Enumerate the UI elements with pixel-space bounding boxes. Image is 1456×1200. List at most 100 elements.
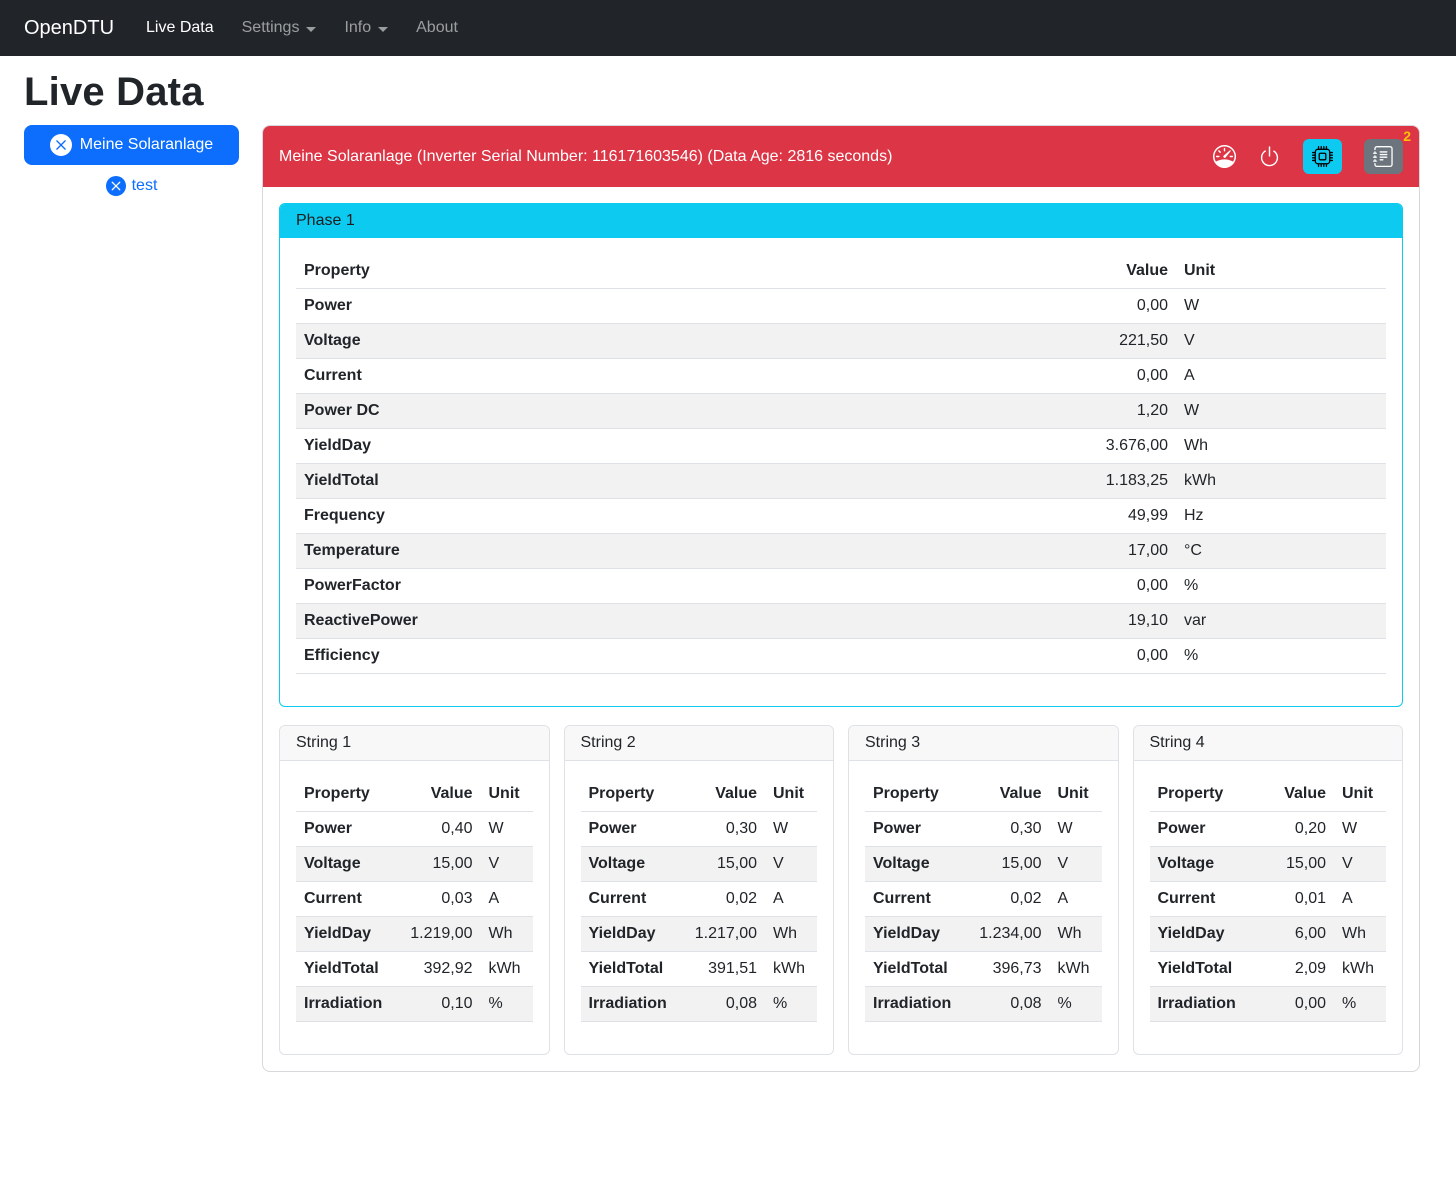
- page-title: Live Data: [24, 70, 204, 114]
- property-cell: YieldTotal: [1149, 951, 1246, 987]
- unit-cell: W: [480, 811, 533, 847]
- caret-down-icon: [306, 26, 317, 32]
- column-header-value: Value: [1046, 254, 1176, 289]
- unit-cell: kWh: [480, 951, 533, 987]
- event-log-button[interactable]: 2: [1364, 128, 1411, 174]
- phase-card-body: Property Value Unit Power: [280, 238, 1402, 706]
- column-header-value: Value: [961, 777, 1050, 812]
- string-card-1: String 1 Property Value Unit: [279, 725, 550, 1055]
- string-table-body: Power 0,40 W Voltage 15,00: [296, 811, 533, 1022]
- property-cell: Voltage: [1149, 846, 1246, 882]
- column-header-unit: Unit: [1049, 777, 1102, 812]
- property-cell: YieldTotal: [296, 951, 393, 987]
- column-header-unit: Unit: [765, 777, 817, 812]
- string-table-body: Power 0,30 W Voltage 15,00: [865, 811, 1102, 1022]
- string-table: Property Value Unit: [865, 777, 1102, 1022]
- unit-cell: Wh: [1334, 916, 1386, 952]
- power-toggle-button[interactable]: [1258, 145, 1281, 168]
- table-row: Power DC 1,20 W: [296, 393, 1386, 429]
- nav-item-label: About: [416, 19, 458, 36]
- value-cell: 0,00: [1246, 986, 1334, 1022]
- nav-item-about[interactable]: About: [402, 11, 472, 45]
- table-row: YieldDay 1.234,00 Wh: [865, 916, 1102, 952]
- value-cell: 221,50: [1046, 323, 1176, 359]
- table-row: Current 0,02 A: [865, 881, 1102, 917]
- unit-cell: A: [480, 881, 533, 917]
- value-cell: 1.217,00: [677, 916, 765, 952]
- string-table: Property Value Unit: [296, 777, 533, 1022]
- unit-cell: Wh: [765, 916, 817, 952]
- table-row: Current 0,00 A: [296, 358, 1386, 394]
- nav-item-live-data[interactable]: Live Data: [132, 11, 228, 45]
- inverter-test-link[interactable]: test: [24, 176, 239, 196]
- property-cell: ReactivePower: [296, 603, 1046, 639]
- string-card-title: String 2: [564, 726, 833, 761]
- string-card-3: String 3 Property Value Unit: [848, 725, 1119, 1055]
- unit-cell: %: [1176, 568, 1386, 604]
- property-cell: Irradiation: [1149, 986, 1246, 1022]
- table-row: Power 0,40 W: [296, 811, 533, 847]
- phase-card-title: Phase 1: [280, 204, 1402, 238]
- unit-cell: %: [1049, 986, 1102, 1022]
- property-cell: Voltage: [580, 846, 677, 882]
- table-row: Irradiation 0,10 %: [296, 986, 533, 1022]
- value-cell: 0,03: [392, 881, 481, 917]
- column-header-unit: Unit: [480, 777, 533, 812]
- table-row: Irradiation 0,08 %: [865, 986, 1102, 1022]
- property-cell: Current: [296, 881, 393, 917]
- nav-item-info[interactable]: Info: [330, 11, 402, 45]
- nav-item-label: Live Data: [146, 19, 214, 36]
- table-row: Voltage 15,00 V: [296, 846, 533, 882]
- value-cell: 0,10: [392, 986, 481, 1022]
- value-cell: 0,40: [392, 811, 481, 847]
- property-cell: Irradiation: [865, 986, 962, 1022]
- property-cell: Power: [580, 811, 677, 847]
- nav-item-label: Info: [344, 19, 372, 36]
- column-header-property: Property: [296, 254, 1046, 289]
- string-card-title: String 3: [849, 726, 1118, 761]
- value-cell: 1.183,25: [1046, 463, 1176, 499]
- table-row: Current 0,02 A: [580, 881, 817, 917]
- value-cell: 0,30: [677, 811, 765, 847]
- strings-row: String 1 Property Value Unit: [279, 725, 1403, 1055]
- nav-item-settings[interactable]: Settings: [228, 11, 331, 45]
- property-cell: Voltage: [296, 323, 1046, 359]
- navbar-brand[interactable]: OpenDTU: [24, 16, 115, 39]
- phase-card: Phase 1 Property Value Unit: [279, 203, 1403, 707]
- value-cell: 15,00: [961, 846, 1050, 882]
- value-cell: 0,00: [1046, 568, 1176, 604]
- x-circle-icon: [49, 134, 72, 156]
- unit-cell: V: [1049, 846, 1102, 882]
- value-cell: 2,09: [1246, 951, 1334, 987]
- inverter-sidebar: Meine Solaranlage test: [24, 125, 239, 196]
- table-row: YieldDay 1.219,00 Wh: [296, 916, 533, 952]
- value-cell: 15,00: [1246, 846, 1334, 882]
- table-row: YieldTotal 1.183,25 kWh: [296, 463, 1386, 499]
- property-cell: YieldTotal: [296, 463, 1046, 499]
- table-row: Power 0,30 W: [580, 811, 817, 847]
- inverter-card: Meine Solaranlage (Inverter Serial Numbe…: [262, 125, 1420, 1072]
- table-row: Irradiation 0,08 %: [580, 986, 817, 1022]
- table-row: YieldTotal 391,51 kWh: [580, 951, 817, 987]
- string-table: Property Value Unit: [1149, 777, 1386, 1022]
- inverter-select-button[interactable]: Meine Solaranlage: [24, 125, 239, 165]
- column-header-unit: Unit: [1176, 254, 1386, 289]
- table-row: Power 0,20 W: [1149, 811, 1386, 847]
- unit-cell: Wh: [1049, 916, 1102, 952]
- cpu-icon: [1312, 146, 1333, 167]
- unit-cell: kWh: [1176, 463, 1386, 499]
- value-cell: 392,92: [392, 951, 481, 987]
- inverter-info-button[interactable]: [1303, 139, 1342, 174]
- property-cell: YieldDay: [296, 428, 1046, 464]
- value-cell: 1.219,00: [392, 916, 481, 952]
- event-count-badge: 2: [1403, 128, 1411, 144]
- limit-settings-button[interactable]: [1213, 145, 1236, 168]
- unit-cell: A: [765, 881, 817, 917]
- property-cell: Irradiation: [296, 986, 393, 1022]
- unit-cell: °C: [1176, 533, 1386, 569]
- unit-cell: A: [1176, 358, 1386, 394]
- inverter-card-body: Phase 1 Property Value Unit: [263, 187, 1419, 1071]
- value-cell: 0,02: [961, 881, 1050, 917]
- string-table-body: Power 0,20 W Voltage 15,00: [1149, 811, 1386, 1022]
- value-cell: 0,20: [1246, 811, 1334, 847]
